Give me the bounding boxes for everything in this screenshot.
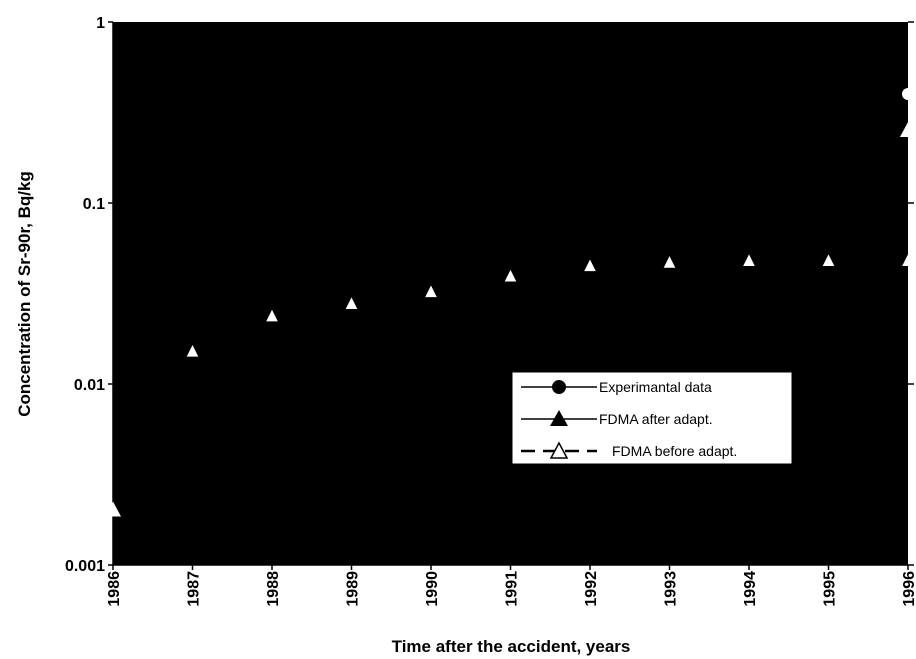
x-tick-label: 1989 bbox=[345, 571, 362, 607]
legend-label-experimental: Experimantal data bbox=[599, 379, 712, 395]
point-fdma-before bbox=[345, 297, 358, 309]
x-tick-label: 1992 bbox=[583, 571, 600, 607]
x-axis-title: Time after the accident, years bbox=[392, 637, 631, 656]
x-tick-label: 1993 bbox=[663, 571, 680, 607]
legend-marker-experimental bbox=[552, 380, 566, 394]
y-tick-label: 0.01 bbox=[74, 377, 105, 394]
data-marks bbox=[105, 88, 916, 517]
plot-area bbox=[113, 22, 908, 565]
point-fdma-before bbox=[186, 345, 199, 357]
legend-marker-fdma-after bbox=[550, 410, 568, 426]
legend-marker-fdma-before bbox=[549, 441, 569, 459]
x-tick-label: 1986 bbox=[106, 571, 123, 607]
x-tick-label: 1996 bbox=[901, 571, 916, 607]
y-tick-label: 0.001 bbox=[65, 558, 105, 575]
point-fdma-before bbox=[902, 254, 914, 267]
x-tick-label: 1995 bbox=[822, 571, 839, 607]
point-fdma-before bbox=[425, 285, 437, 298]
x-tick-label: 1990 bbox=[424, 571, 441, 607]
legend: Experimantal data FDMA after adapt. FDMA… bbox=[511, 371, 793, 465]
point-fdma-after bbox=[105, 501, 121, 517]
point-experimental-data bbox=[902, 88, 914, 101]
point-fdma-before bbox=[822, 254, 835, 267]
point-fdma-before bbox=[743, 254, 755, 267]
y-tick-label: 0.1 bbox=[83, 196, 105, 213]
y-tick-label: 1 bbox=[96, 15, 105, 32]
x-tick-label: 1987 bbox=[186, 571, 203, 607]
point-fdma-before bbox=[663, 256, 676, 268]
axes: 0.001 0.01 0.1 1 1986 1987 1988 1989 1990 1991 199… bbox=[65, 15, 916, 607]
x-tick-label: 1994 bbox=[742, 571, 759, 607]
x-tick-label: 1991 bbox=[504, 571, 521, 607]
point-fdma-after bbox=[900, 121, 916, 137]
x-tick-label: 1988 bbox=[265, 571, 282, 607]
point-fdma-before bbox=[504, 269, 517, 282]
point-fdma-before bbox=[266, 309, 278, 322]
y-axis-title: Concentration of Sr-90r, Bq/kg bbox=[15, 171, 34, 417]
legend-label-fdma-before: FDMA before adapt. bbox=[612, 443, 737, 459]
legend-label-fdma-after: FDMA after adapt. bbox=[599, 411, 713, 427]
point-fdma-before bbox=[584, 259, 596, 272]
